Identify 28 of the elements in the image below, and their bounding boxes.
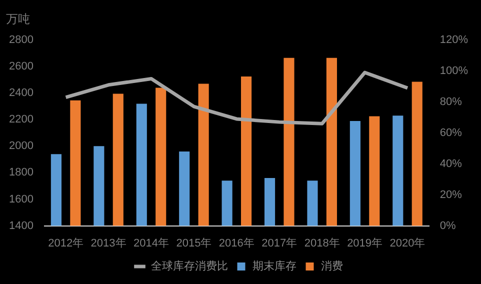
y-tick-label: 2000: [8, 140, 34, 152]
y2-tick-label: 40%: [440, 158, 462, 170]
y-tick-label: 2200: [8, 114, 34, 126]
x-tick-label: 2018年: [304, 237, 340, 250]
y2-tick-label: 60%: [440, 126, 462, 139]
x-tick-label: 2016年: [218, 237, 254, 250]
y2-tick-label: 80%: [440, 96, 462, 108]
x-tick-label: 2014年: [134, 237, 169, 250]
y-axis-title: 万吨: [6, 12, 30, 26]
x-tick-label: 2015年: [176, 237, 212, 250]
y-tick-label: 1400: [8, 220, 34, 232]
x-tick-label: 2020年: [390, 237, 426, 250]
y2-tick-label: 120%: [440, 34, 468, 46]
y-tick-label: 1800: [8, 166, 34, 179]
y-tick-label: 2400: [8, 87, 34, 100]
y-tick-label: 1600: [8, 193, 34, 206]
y-tick-label: 2600: [8, 60, 34, 73]
x-tick-label: 2017年: [262, 237, 298, 250]
legend-label: 期末库存: [252, 259, 296, 272]
y2-tick-label: 20%: [440, 188, 462, 201]
y2-tick-label: 100%: [440, 65, 468, 77]
x-tick-label: 2012年: [48, 237, 84, 250]
legend-label: 全球库存消费比: [150, 259, 228, 272]
y-tick-label: 2800: [8, 34, 34, 46]
legend-label: 消费: [320, 259, 343, 272]
x-tick-label: 2013年: [90, 237, 126, 250]
y2-tick-label: 0%: [440, 220, 456, 232]
x-tick-label: 2019年: [347, 237, 383, 250]
